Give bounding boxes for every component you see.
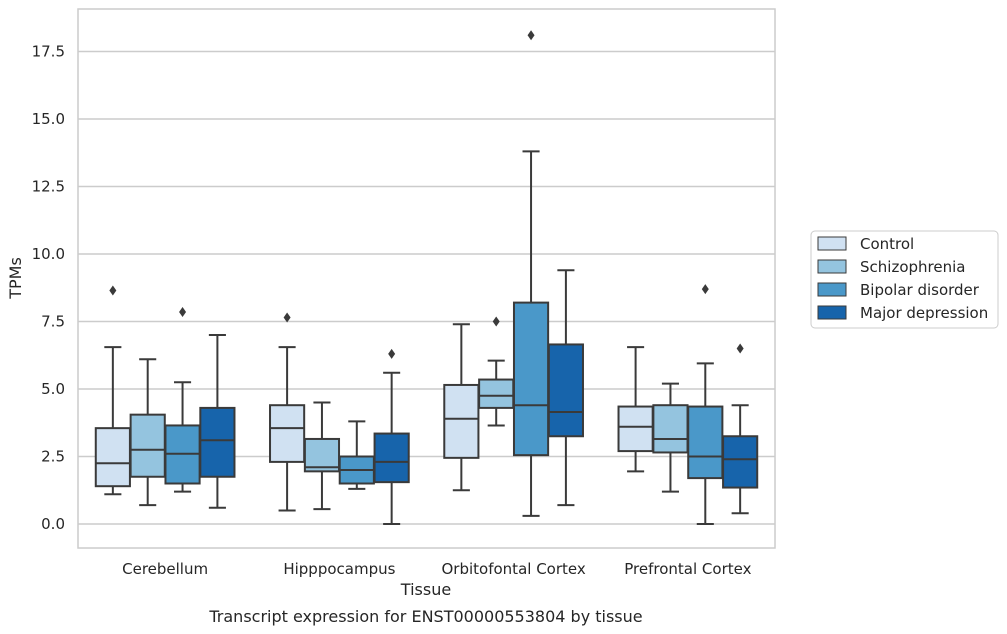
outlier-point <box>388 348 396 359</box>
legend-label: Schizophrenia <box>860 258 965 276</box>
plot-area-frame <box>77 8 776 549</box>
box-iqr <box>478 378 515 409</box>
x-axis-title: Tissue <box>400 580 451 599</box>
legend-frame <box>810 230 999 329</box>
legend-label: Major depression <box>860 304 988 322</box>
boxes-layer <box>94 30 759 525</box>
box-1-0 <box>269 312 306 512</box>
box-iqr <box>512 301 550 457</box>
legend: Control Schizophrenia Bipolar disorder Majo… <box>810 230 999 329</box>
box-1-2 <box>338 420 375 490</box>
figure-caption: Transcript expression for ENST0000055380… <box>208 607 642 626</box>
y-tick-label: 2.5 <box>41 448 65 466</box>
outlier-point <box>527 30 535 41</box>
box-iqr <box>303 437 341 473</box>
box-1-3 <box>373 348 410 525</box>
x-axis-ticks: Cerebellum Hipppocampus Orbitofontal Corte… <box>122 560 751 578</box>
x-tick-label: Hipppocampus <box>283 560 395 578</box>
box-1-1 <box>303 401 341 511</box>
legend-label: Control <box>860 235 914 253</box>
legend-swatch <box>817 282 847 297</box>
box-iqr <box>652 404 689 454</box>
legend-swatch <box>817 259 847 274</box>
outlier-point <box>109 285 117 296</box>
y-tick-label: 5.0 <box>41 380 65 398</box>
box-3-3 <box>722 343 759 515</box>
y-tick-label: 10.0 <box>32 245 65 263</box>
outlier-point <box>701 284 709 295</box>
box-iqr <box>269 404 306 463</box>
y-tick-label: 15.0 <box>32 110 65 128</box>
y-tick-label: 17.5 <box>32 43 65 61</box>
y-axis-ticks: 0.0 2.5 5.0 7.5 10.0 12.5 15.0 17.5 <box>32 43 65 534</box>
outlier-point <box>492 316 500 327</box>
box-2-0 <box>443 323 480 492</box>
box-iqr <box>547 343 584 438</box>
box-iqr <box>199 406 236 478</box>
box-iqr <box>443 383 480 459</box>
x-tick-label: Orbitofontal Cortex <box>442 560 586 578</box>
box-3-2 <box>687 284 724 525</box>
box-0-1 <box>129 358 166 507</box>
x-tick-label: Cerebellum <box>122 560 208 578</box>
x-tick-label: Prefrontal Cortex <box>624 560 751 578</box>
box-3-0 <box>617 346 654 473</box>
box-iqr <box>722 435 759 489</box>
box-2-1 <box>478 316 515 427</box>
box-iqr <box>94 427 131 488</box>
y-axis-title: TPMs <box>6 257 25 300</box>
box-3-1 <box>652 382 689 493</box>
y-tick-label: 0.0 <box>41 515 65 533</box>
box-iqr <box>129 413 166 478</box>
box-0-3 <box>199 334 236 509</box>
box-0-0 <box>94 285 131 496</box>
legend-label: Bipolar disorder <box>860 281 980 299</box>
box-0-2 <box>164 307 201 493</box>
legend-swatch <box>817 305 847 320</box>
outlier-point <box>736 343 744 354</box>
y-tick-label: 7.5 <box>41 313 65 331</box>
box-iqr <box>373 432 410 484</box>
outlier-point <box>179 307 187 318</box>
box-2-3 <box>547 269 584 507</box>
legend-swatch <box>817 236 847 251</box>
box-2-2 <box>512 30 550 517</box>
y-tick-label: 12.5 <box>32 178 65 196</box>
box-iqr <box>687 405 724 480</box>
outlier-point <box>283 312 291 323</box>
box-iqr <box>617 405 654 453</box>
